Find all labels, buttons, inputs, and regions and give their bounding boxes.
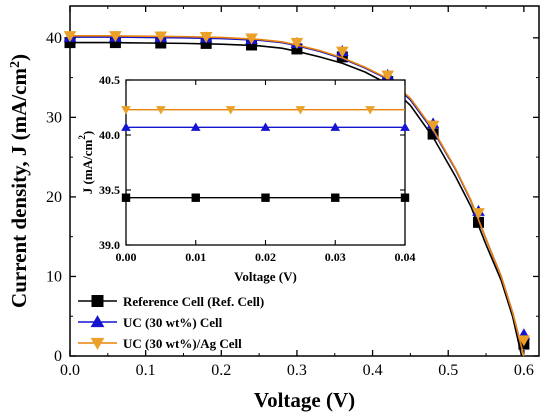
data-point-2 — [335, 46, 349, 58]
data-point-2 — [472, 208, 485, 220]
legend-label-2: UC (30 wt%)/Ag Cell — [123, 336, 242, 351]
main-plot: 0.0 0.1 0.2 0.3 0.4 0.5 0.6 0 10 20 30 40 Voltage (V… — [7, 5, 540, 412]
legend-item-0: Reference Cell (Ref. Cell) — [78, 294, 264, 309]
data-point-2 — [245, 33, 258, 45]
legend-item-1: UC (30 wt%) Cell — [78, 315, 223, 330]
inset-data-point-2 — [295, 106, 306, 115]
inset-y-axis-title-tail: ) — [80, 131, 95, 135]
inset-data-point-1 — [121, 122, 131, 131]
legend-item-2: UC (30 wt%)/Ag Cell — [78, 336, 242, 351]
x-axis-title: Voltage (V) — [254, 388, 355, 412]
inset-y-tick-label: 39.0 — [99, 238, 120, 252]
y-axis-title-tail: ) — [7, 54, 31, 61]
data-point-0 — [427, 128, 439, 140]
x-tick-label: 0.3 — [287, 362, 307, 379]
inset-data-point-1 — [330, 122, 341, 131]
inset-data-point-0 — [331, 193, 340, 202]
data-point-0 — [472, 216, 484, 228]
inset-data-point-1 — [260, 122, 271, 131]
inset-y-axis-title-sup: 2 — [77, 135, 87, 140]
inset-x-tick-label: 0.02 — [255, 250, 276, 264]
inset-data-point-0 — [191, 193, 200, 202]
x-tick-label: 0.6 — [514, 362, 534, 379]
inset-data-point-2 — [365, 106, 375, 115]
y-tick-label: 30 — [46, 109, 62, 126]
inset-series-0 — [121, 193, 410, 202]
plot-frame — [69, 5, 540, 357]
data-point-0 — [64, 37, 76, 49]
y-axis-title: Current density, J (mA/cm2) — [7, 54, 31, 308]
series-line-0 — [70, 41, 523, 357]
legend-marker-1 — [90, 315, 105, 328]
inset-x-tick-label: 0.00 — [116, 250, 137, 264]
legend-marker-2 — [90, 337, 105, 350]
inset-x-tick-label: 0.01 — [185, 250, 206, 264]
data-point-0 — [200, 37, 212, 49]
inset-data-point-0 — [400, 193, 410, 202]
series-2 — [63, 31, 531, 357]
inset-y-axis-title: J (mA/cm2) — [77, 131, 95, 194]
inset-data-point-1 — [190, 122, 201, 131]
inset-x-tick-label: 0.04 — [395, 250, 416, 264]
data-point-2 — [290, 37, 304, 49]
data-point-0 — [291, 43, 303, 55]
x-tick-label: 0.5 — [438, 362, 458, 379]
inset-data-point-2 — [121, 106, 131, 115]
legend-label-0: Reference Cell (Ref. Cell) — [123, 294, 264, 309]
inset-x-axis-title: Voltage (V) — [234, 269, 297, 284]
inset-data-point-0 — [121, 193, 131, 202]
data-point-2 — [517, 335, 531, 347]
legend-label-1: UC (30 wt%) Cell — [123, 315, 223, 330]
x-tick-label: 0.4 — [363, 362, 383, 379]
x-tick-label: 0.1 — [136, 362, 156, 379]
data-point-2 — [381, 70, 395, 82]
data-point-2 — [199, 31, 213, 43]
y-tick-label: 0 — [54, 348, 62, 365]
y-axis-title-sup: 2 — [8, 61, 23, 68]
y-tick-label: 40 — [46, 30, 62, 47]
data-point-2 — [63, 31, 77, 43]
inset-data-point-1 — [400, 122, 410, 131]
y-tick-label: 20 — [46, 189, 62, 206]
series-line-2 — [70, 35, 525, 357]
inset-frame — [125, 79, 406, 246]
inset-plot: 0.00 0.01 0.02 0.03 0.04 39.0 39.5 40.0 40.5 Volt… — [77, 73, 416, 284]
x-tick-label: 0.0 — [60, 362, 80, 379]
data-point-0 — [246, 39, 258, 51]
inset-y-tick-label: 40.0 — [99, 128, 120, 142]
inset-y-tick-label: 39.5 — [99, 183, 120, 197]
inset-y-tick-label: 40.5 — [99, 73, 120, 87]
inset-data-point-0 — [261, 193, 270, 202]
inset-y-axis-title-main: J (mA/cm — [80, 140, 95, 195]
inset-x-tick-label: 0.03 — [325, 250, 346, 264]
data-point-2 — [426, 120, 440, 132]
legend-marker-0 — [91, 295, 104, 307]
inset-series-1 — [121, 122, 410, 131]
data-point-0 — [109, 37, 121, 49]
data-point-2 — [109, 31, 122, 43]
inset-series-2 — [121, 106, 405, 115]
y-axis-title-main: Current density, J (mA/cm — [7, 68, 31, 308]
data-point-0 — [155, 37, 167, 49]
data-point-2 — [154, 31, 168, 43]
legend: Reference Cell (Ref. Cell) UC (30 wt%) Ce… — [78, 294, 264, 351]
inset-data-point-2 — [156, 106, 166, 115]
x-tick-label: 0.2 — [211, 362, 231, 379]
y-tick-label: 10 — [46, 268, 62, 285]
inset-data-point-2 — [225, 106, 236, 115]
